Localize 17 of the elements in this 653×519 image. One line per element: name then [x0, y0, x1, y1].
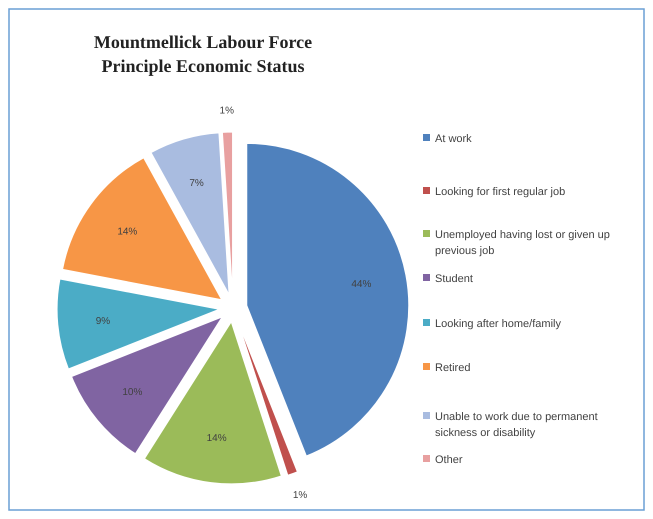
legend-label: Other — [435, 454, 463, 466]
legend-label: Retired — [435, 362, 470, 374]
legend-label: Looking after home/family — [435, 318, 562, 330]
data-label: 9% — [96, 316, 110, 327]
legend-label: Unemployed having lost or given up previous job — [435, 228, 610, 257]
chart-title: Mountmellick Labour Force Principle Economic Status — [94, 32, 312, 76]
data-label: 10% — [122, 386, 142, 398]
legend-label: Unable to work due to permanent sickness or disability — [435, 410, 598, 439]
legend-label: At work — [435, 132, 472, 145]
data-label: 44% — [351, 279, 372, 290]
legend-label: Looking for first regular job — [435, 186, 566, 198]
data-label: 14% — [117, 226, 138, 238]
legend-label: Student — [435, 272, 473, 285]
data-label: 1% — [292, 490, 308, 501]
data-label: 14% — [206, 433, 227, 444]
data-label: 7% — [189, 178, 204, 190]
data-label: 1% — [220, 106, 234, 117]
